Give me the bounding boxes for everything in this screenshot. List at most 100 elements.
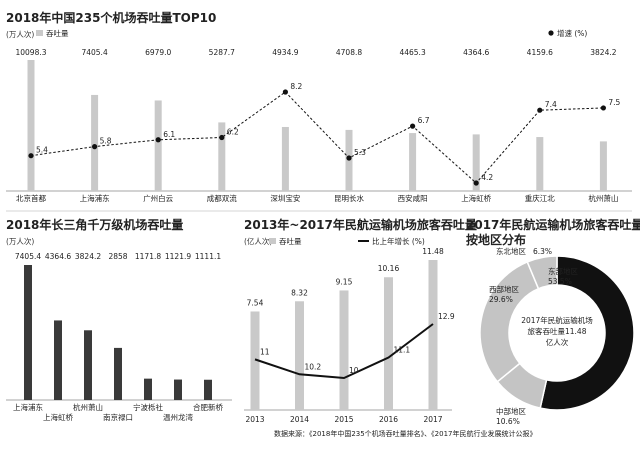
- top10-category-label: 北京首都: [16, 193, 46, 203]
- region-slice-percent: 53.5%: [548, 277, 572, 286]
- region-slice-percent: 6.3%: [533, 247, 552, 256]
- top10-category-label: 广州白云: [143, 193, 173, 203]
- top10-value-label: 10098.3: [15, 48, 46, 57]
- top10-title: 2018年中国235个机场吞吐量TOP10: [6, 10, 216, 25]
- region-slice: [539, 255, 635, 411]
- top10-growth-point: [473, 180, 479, 186]
- top10-growth-point: [600, 105, 607, 111]
- national-category-label: 2015: [334, 415, 353, 424]
- top10-bar: [27, 60, 35, 191]
- yrd-bar: [24, 265, 32, 400]
- top10-value-label: 4364.6: [463, 48, 489, 57]
- top10-bar: [599, 141, 607, 191]
- yrd-value-label: 4364.6: [45, 252, 71, 261]
- national-category-label: 2016: [379, 415, 398, 424]
- top10-growth-point: [155, 137, 161, 143]
- top10-category-label: 成都双流: [207, 193, 237, 203]
- top10-unit-label: (万人次): [6, 29, 34, 39]
- national-growth-label: 12.9: [438, 312, 455, 321]
- yrd-value-label: 1111.1: [195, 252, 221, 261]
- top10-growth-point: [28, 153, 34, 159]
- top10-bar: [91, 94, 99, 191]
- top10-category-label: 杭州萧山: [588, 193, 618, 203]
- national-growth-label: 10: [349, 366, 359, 375]
- top10-growth-label: 7.4: [545, 100, 557, 109]
- yrd-title: 2018年长三角千万级机场吞吐量: [6, 217, 183, 232]
- yrd-bar: [174, 379, 182, 400]
- national-value-label: 11.48: [422, 247, 444, 256]
- top10-growth-label: 7.5: [608, 98, 620, 107]
- national-bar: [250, 311, 260, 410]
- top10-growth-point: [537, 107, 543, 113]
- top10-category-label: 重庆江北: [525, 193, 555, 203]
- yrd-category-label: 温州龙湾: [163, 412, 193, 422]
- top10-legend-bar-label: 吞吐量: [46, 29, 69, 38]
- top10-growth-label: 6.2: [227, 128, 239, 137]
- yrd-category-label: 合肥新桥: [193, 402, 223, 412]
- yrd-bar: [84, 330, 92, 400]
- top10-growth-label: 6.1: [163, 130, 175, 139]
- top10-growth-point: [92, 144, 98, 150]
- top10-growth-label: 5.4: [36, 146, 48, 155]
- top10-bar: [154, 100, 162, 191]
- top10-value-label: 4465.3: [399, 48, 425, 57]
- top10-growth-label: 8.2: [290, 82, 302, 91]
- national-bar: [428, 260, 438, 410]
- top10-growth-point: [282, 89, 288, 95]
- yrd-chart: 7405.4 上海浦东 4364.6 上海虹桥 3824.2 杭州萧山 2858 南京禄口 11…: [13, 252, 223, 422]
- national-value-label: 8.32: [291, 288, 308, 297]
- national-bar: [384, 277, 393, 410]
- top10-growth-label: 5.8: [100, 137, 112, 146]
- yrd-category-label: 杭州萧山: [73, 402, 103, 412]
- national-bar: [295, 301, 304, 410]
- region-slice-name: 中部地区: [496, 406, 526, 416]
- top10-bar: [472, 134, 480, 191]
- top10-bar: [536, 137, 544, 191]
- top10-value-label: 4708.8: [336, 48, 362, 57]
- top10-bar: [409, 133, 417, 191]
- region-title-line1: 2017年民航运输机场旅客吞吐量: [466, 217, 640, 232]
- yrd-category-label: 宁波栎社: [133, 402, 163, 412]
- national-category-label: 2013: [245, 415, 264, 424]
- yrd-value-label: 7405.4: [15, 252, 41, 261]
- top10-growth-point: [346, 155, 352, 161]
- national-unit-label: (亿人次): [244, 236, 272, 246]
- region-slice-name: 东北地区: [496, 246, 526, 256]
- top10-chart: 10098.3 北京首都 7405.4 上海浦东 6979.0 广州白云 5287.7 成都双…: [15, 48, 620, 203]
- region-slice-percent: 29.6%: [489, 295, 513, 304]
- top10-legend-line-marker: [548, 30, 554, 36]
- yrd-bar: [144, 378, 152, 400]
- top10-category-label: 西安咸阳: [398, 193, 428, 203]
- top10-value-label: 4159.6: [527, 48, 553, 57]
- top10-growth-line: [30, 91, 604, 184]
- national-growth-line: [254, 323, 434, 380]
- national-growth-label: 10.2: [305, 362, 322, 371]
- top10-value-label: 5287.7: [209, 48, 235, 57]
- national-legend-bar-label: 吞吐量: [279, 237, 302, 246]
- top10-bar: [281, 126, 289, 191]
- national-chart: 7.54 2013 8.32 2014 9.15 2015 10.16 2016 11.48 20…: [245, 247, 454, 424]
- yrd-value-label: 3824.2: [75, 252, 101, 261]
- yrd-category-label: 南京禄口: [103, 412, 133, 422]
- top10-legend-bar-swatch: [36, 30, 43, 36]
- national-value-label: 7.54: [247, 298, 264, 307]
- region-center-text: 亿人次: [546, 337, 569, 347]
- national-legend-bar-swatch: [269, 238, 276, 244]
- yrd-value-label: 1121.9: [165, 252, 191, 261]
- top10-value-label: 7405.4: [81, 48, 107, 57]
- national-category-label: 2014: [290, 415, 309, 424]
- top10-growth-label: 4.2: [481, 173, 493, 182]
- national-bar: [339, 290, 349, 410]
- national-category-label: 2017: [423, 415, 442, 424]
- national-title: 2013年~2017年民航运输机场旅客吞吐量: [244, 217, 477, 232]
- yrd-bar: [114, 347, 122, 400]
- yrd-value-label: 2858: [108, 252, 127, 261]
- region-slice-name: 西部地区: [489, 284, 519, 294]
- top10-growth-point: [219, 134, 225, 141]
- yrd-bar: [204, 379, 212, 400]
- source-note: 数据来源：《2018年中国235个机场吞吐量排名》、《2017年民航行业发展统计…: [274, 429, 537, 438]
- national-growth-label: 11: [260, 347, 270, 356]
